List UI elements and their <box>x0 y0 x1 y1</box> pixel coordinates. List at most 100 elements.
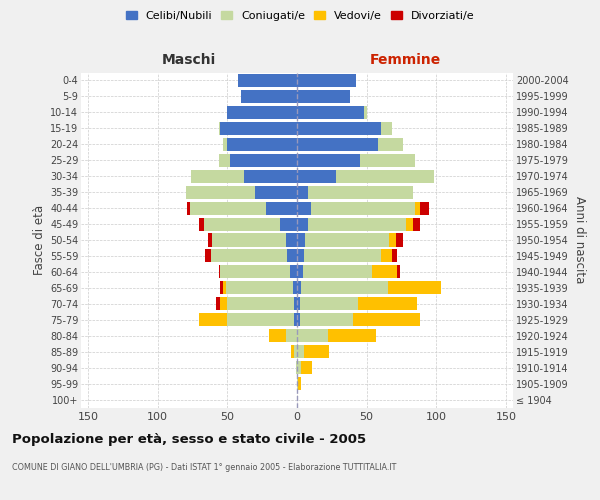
Bar <box>358 298 417 310</box>
Bar <box>216 298 220 310</box>
Bar <box>255 186 297 198</box>
Text: Maschi: Maschi <box>162 54 216 68</box>
Bar <box>230 154 297 167</box>
Bar <box>269 329 286 342</box>
Bar <box>293 282 297 294</box>
Bar <box>280 218 297 230</box>
Bar <box>297 74 356 87</box>
Bar <box>297 170 336 182</box>
Bar <box>328 329 376 342</box>
Bar <box>220 266 290 278</box>
Bar <box>211 250 287 262</box>
Bar <box>266 202 297 214</box>
Text: Femmine: Femmine <box>370 54 440 68</box>
Bar <box>406 218 413 230</box>
Bar <box>227 313 294 326</box>
Bar <box>219 122 220 135</box>
Bar <box>227 138 297 151</box>
Bar <box>308 218 406 230</box>
Bar <box>297 282 301 294</box>
Bar <box>388 282 440 294</box>
Bar <box>244 170 297 182</box>
Bar <box>304 345 329 358</box>
Bar <box>223 282 226 294</box>
Bar <box>297 138 378 151</box>
Bar <box>185 186 255 198</box>
Y-axis label: Anni di nascita: Anni di nascita <box>573 196 586 284</box>
Bar <box>294 313 297 326</box>
Bar <box>199 313 227 326</box>
Bar <box>219 266 220 278</box>
Bar <box>298 377 301 390</box>
Bar <box>286 329 297 342</box>
Bar <box>286 234 297 246</box>
Bar <box>353 313 419 326</box>
Bar <box>223 138 227 151</box>
Bar <box>297 329 328 342</box>
Bar <box>300 313 353 326</box>
Bar <box>290 266 297 278</box>
Bar <box>297 234 305 246</box>
Bar <box>297 90 350 103</box>
Bar <box>238 74 297 87</box>
Bar <box>220 298 227 310</box>
Bar <box>297 186 308 198</box>
Bar <box>187 202 190 214</box>
Bar <box>389 234 396 246</box>
Bar <box>227 106 297 119</box>
Bar <box>241 90 297 103</box>
Y-axis label: Fasce di età: Fasce di età <box>32 205 46 275</box>
Bar <box>297 298 300 310</box>
Bar <box>336 170 434 182</box>
Bar <box>301 361 313 374</box>
Bar <box>308 186 413 198</box>
Bar <box>297 266 302 278</box>
Bar <box>297 345 304 358</box>
Bar <box>300 298 358 310</box>
Bar <box>297 154 360 167</box>
Bar <box>392 250 397 262</box>
Bar <box>294 345 297 358</box>
Bar <box>372 266 397 278</box>
Bar <box>294 298 297 310</box>
Bar <box>305 234 389 246</box>
Bar <box>302 266 372 278</box>
Bar <box>227 298 294 310</box>
Bar <box>297 106 364 119</box>
Bar <box>297 250 304 262</box>
Bar <box>297 218 308 230</box>
Bar <box>191 170 244 182</box>
Bar <box>219 154 230 167</box>
Bar <box>220 282 223 294</box>
Bar <box>208 234 212 246</box>
Bar <box>203 218 280 230</box>
Bar <box>297 313 300 326</box>
Bar <box>419 202 430 214</box>
Bar <box>415 202 419 214</box>
Bar <box>360 154 415 167</box>
Bar <box>380 122 392 135</box>
Bar <box>190 202 266 214</box>
Bar <box>205 250 211 262</box>
Bar <box>301 282 388 294</box>
Bar <box>378 138 403 151</box>
Bar <box>380 250 392 262</box>
Bar <box>292 345 294 358</box>
Bar <box>297 122 380 135</box>
Text: Popolazione per età, sesso e stato civile - 2005: Popolazione per età, sesso e stato civil… <box>12 432 366 446</box>
Bar <box>212 234 286 246</box>
Text: COMUNE DI GIANO DELL'UMBRIA (PG) - Dati ISTAT 1° gennaio 2005 - Elaborazione TUT: COMUNE DI GIANO DELL'UMBRIA (PG) - Dati … <box>12 462 397 471</box>
Bar <box>297 202 311 214</box>
Bar <box>220 122 297 135</box>
Bar <box>311 202 415 214</box>
Bar <box>226 282 293 294</box>
Bar <box>364 106 367 119</box>
Bar <box>287 250 297 262</box>
Bar <box>396 234 403 246</box>
Bar <box>297 377 298 390</box>
Bar <box>296 361 297 374</box>
Bar <box>304 250 380 262</box>
Legend: Celibi/Nubili, Coniugati/e, Vedovi/e, Divorziati/e: Celibi/Nubili, Coniugati/e, Vedovi/e, Di… <box>125 10 475 21</box>
Bar <box>297 361 301 374</box>
Bar <box>199 218 203 230</box>
